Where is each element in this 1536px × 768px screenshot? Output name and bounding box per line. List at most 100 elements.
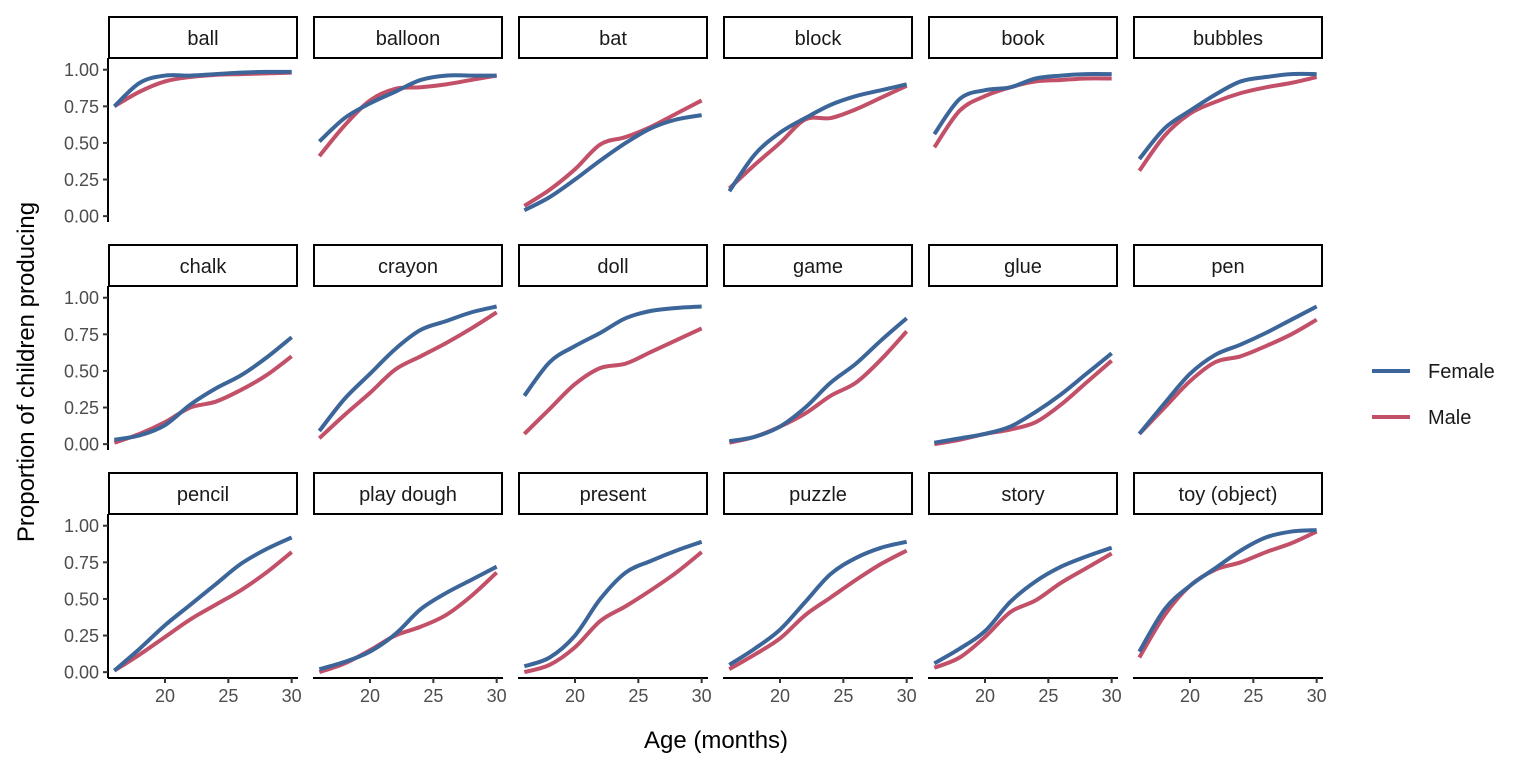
facet-panel: bat bbox=[518, 16, 708, 213]
facet-strip bbox=[518, 472, 708, 515]
facet-strip-label: story bbox=[1001, 484, 1044, 506]
facet-panel: toy (object) bbox=[1133, 472, 1323, 659]
facet-strip bbox=[723, 244, 913, 287]
series-line-female bbox=[317, 73, 497, 143]
facet-strip-label: balloon bbox=[376, 28, 441, 50]
facet-panel: present bbox=[518, 472, 708, 675]
y-tick-label: 1.00 bbox=[64, 288, 99, 308]
x-tick-label: 20 bbox=[565, 686, 585, 706]
x-tick-label: 20 bbox=[770, 686, 790, 706]
y-axes: 0.00 0.25 0.50 0.75 1.00 0.00 0.25 0.50 0.75 1.00… bbox=[64, 58, 109, 683]
facet-panel: story bbox=[928, 472, 1118, 670]
series-line-male bbox=[932, 76, 1112, 149]
x-axis: 20 25 30 bbox=[928, 677, 1122, 706]
series-line-male bbox=[727, 84, 908, 190]
series-line-male bbox=[113, 550, 293, 673]
x-tick-label: 20 bbox=[1180, 686, 1200, 706]
series-line-male bbox=[728, 548, 908, 671]
facet-panel: pen bbox=[1133, 244, 1323, 436]
y-axis: 0.00 0.25 0.50 0.75 1.00 bbox=[64, 58, 109, 227]
series-line-female bbox=[318, 564, 498, 672]
facet-strip-label: bubbles bbox=[1193, 28, 1263, 50]
series-line-female bbox=[1137, 528, 1317, 653]
y-tick-label: 0.75 bbox=[64, 97, 99, 117]
series-line-female bbox=[932, 72, 1112, 136]
facet-strip bbox=[723, 472, 913, 515]
facet-strip bbox=[1133, 472, 1323, 515]
series-line-female bbox=[522, 304, 702, 398]
x-axis: 20 25 30 bbox=[518, 677, 712, 706]
x-tick-label: 25 bbox=[423, 686, 443, 706]
x-axis: 20 25 30 bbox=[313, 677, 507, 706]
y-tick-label: 0.75 bbox=[64, 553, 99, 573]
y-axis: 0.00 0.25 0.50 0.75 1.00 bbox=[64, 286, 109, 455]
facet-strip bbox=[313, 244, 503, 287]
facet-panel: crayon bbox=[313, 244, 503, 440]
facet-strip bbox=[313, 472, 503, 515]
series-line-female bbox=[933, 545, 1113, 666]
x-tick-label: 20 bbox=[360, 686, 380, 706]
x-tick-label: 30 bbox=[1102, 686, 1122, 706]
facet-panel: game bbox=[723, 244, 913, 445]
facet-panel: puzzle bbox=[723, 472, 913, 671]
y-tick-label: 1.00 bbox=[64, 60, 99, 80]
legend: Female Male bbox=[1372, 361, 1495, 429]
legend-label: Male bbox=[1428, 407, 1471, 429]
x-tick-label: 30 bbox=[282, 686, 302, 706]
y-tick-label: 1.00 bbox=[64, 516, 99, 536]
facet-strip bbox=[928, 472, 1118, 515]
x-tick-label: 20 bbox=[155, 686, 175, 706]
panels: ball balloon bat block book bubbles chalk crayo… bbox=[108, 16, 1323, 675]
legend-label: Female bbox=[1428, 361, 1495, 383]
y-tick-label: 0.50 bbox=[64, 133, 99, 153]
facet-strip-label: book bbox=[1001, 28, 1045, 50]
facet-strip-label: toy (object) bbox=[1179, 484, 1278, 506]
x-tick-label: 30 bbox=[897, 686, 917, 706]
facet-strip bbox=[313, 16, 503, 59]
facet-strip bbox=[928, 16, 1118, 59]
series-line-female bbox=[933, 351, 1113, 445]
facet-strip-label: pen bbox=[1211, 256, 1244, 278]
facet-strip bbox=[1133, 16, 1323, 59]
series-line-female bbox=[523, 113, 703, 213]
series-line-male bbox=[1137, 317, 1318, 436]
facet-strip bbox=[518, 244, 708, 287]
x-axis: 20 25 30 bbox=[1133, 677, 1327, 706]
series-line-male bbox=[523, 550, 703, 675]
x-tick-label: 20 bbox=[975, 686, 995, 706]
x-tick-label: 25 bbox=[218, 686, 238, 706]
y-tick-label: 0.00 bbox=[64, 663, 99, 683]
facet-panel: chalk bbox=[108, 244, 298, 445]
x-tick-label: 25 bbox=[628, 686, 648, 706]
facet-panel: balloon bbox=[313, 16, 503, 158]
y-tick-label: 0.50 bbox=[64, 361, 99, 381]
facet-panel: doll bbox=[518, 244, 708, 436]
facet-strip-label: present bbox=[580, 484, 647, 506]
series-line-male bbox=[1137, 75, 1318, 172]
series-line-male bbox=[933, 551, 1113, 670]
facet-panel: book bbox=[928, 16, 1118, 149]
facet-strip-label: play dough bbox=[359, 484, 457, 506]
y-tick-label: 0.25 bbox=[64, 398, 99, 418]
facet-panel: bubbles bbox=[1133, 16, 1323, 172]
facet-panel: block bbox=[723, 16, 913, 193]
series-line-male bbox=[113, 354, 293, 445]
series-line-female bbox=[1137, 304, 1318, 436]
y-tick-label: 0.00 bbox=[64, 207, 99, 227]
x-tick-label: 25 bbox=[1038, 686, 1058, 706]
facet-strip bbox=[108, 16, 298, 59]
series-line-male bbox=[317, 310, 498, 440]
facet-strip bbox=[108, 472, 298, 515]
y-tick-label: 0.50 bbox=[64, 589, 99, 609]
x-axis: 20 25 30 bbox=[723, 677, 917, 706]
y-axis-title: Proportion of children producing bbox=[13, 202, 40, 542]
facet-strip bbox=[518, 16, 708, 59]
series-line-male bbox=[113, 70, 292, 109]
facet-strip-label: chalk bbox=[180, 256, 228, 278]
x-tick-label: 25 bbox=[1243, 686, 1263, 706]
facet-strip bbox=[1133, 244, 1323, 287]
series-line-female bbox=[317, 304, 498, 433]
series-line-male bbox=[523, 98, 703, 208]
x-axis-title: Age (months) bbox=[644, 727, 788, 754]
